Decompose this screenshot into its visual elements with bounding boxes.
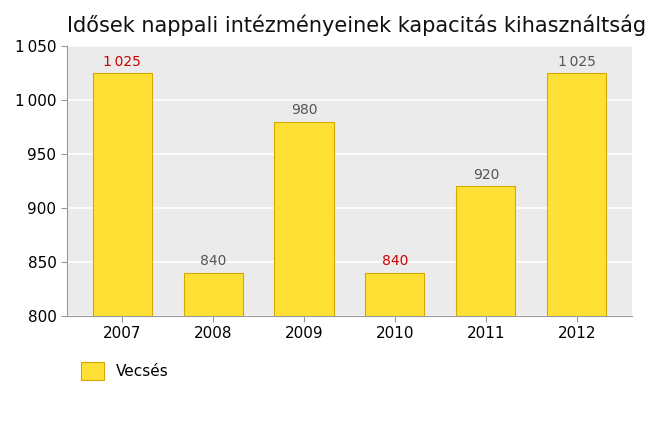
Bar — [274, 122, 334, 316]
Text: 840: 840 — [200, 254, 226, 268]
Legend: Vecsés: Vecsés — [74, 355, 175, 386]
Bar — [366, 273, 424, 316]
Text: 1 025: 1 025 — [558, 55, 596, 69]
Text: 840: 840 — [382, 254, 408, 268]
Text: Idősek nappali intézményeinek kapacitás kihasználtsága (Ezrelék): Idősek nappali intézményeinek kapacitás … — [67, 15, 647, 37]
Bar — [184, 273, 243, 316]
Bar — [93, 73, 151, 316]
Text: 1 025: 1 025 — [104, 55, 141, 69]
Text: 980: 980 — [291, 103, 317, 117]
Text: 920: 920 — [473, 168, 499, 182]
Bar — [547, 73, 606, 316]
Bar — [456, 186, 516, 316]
